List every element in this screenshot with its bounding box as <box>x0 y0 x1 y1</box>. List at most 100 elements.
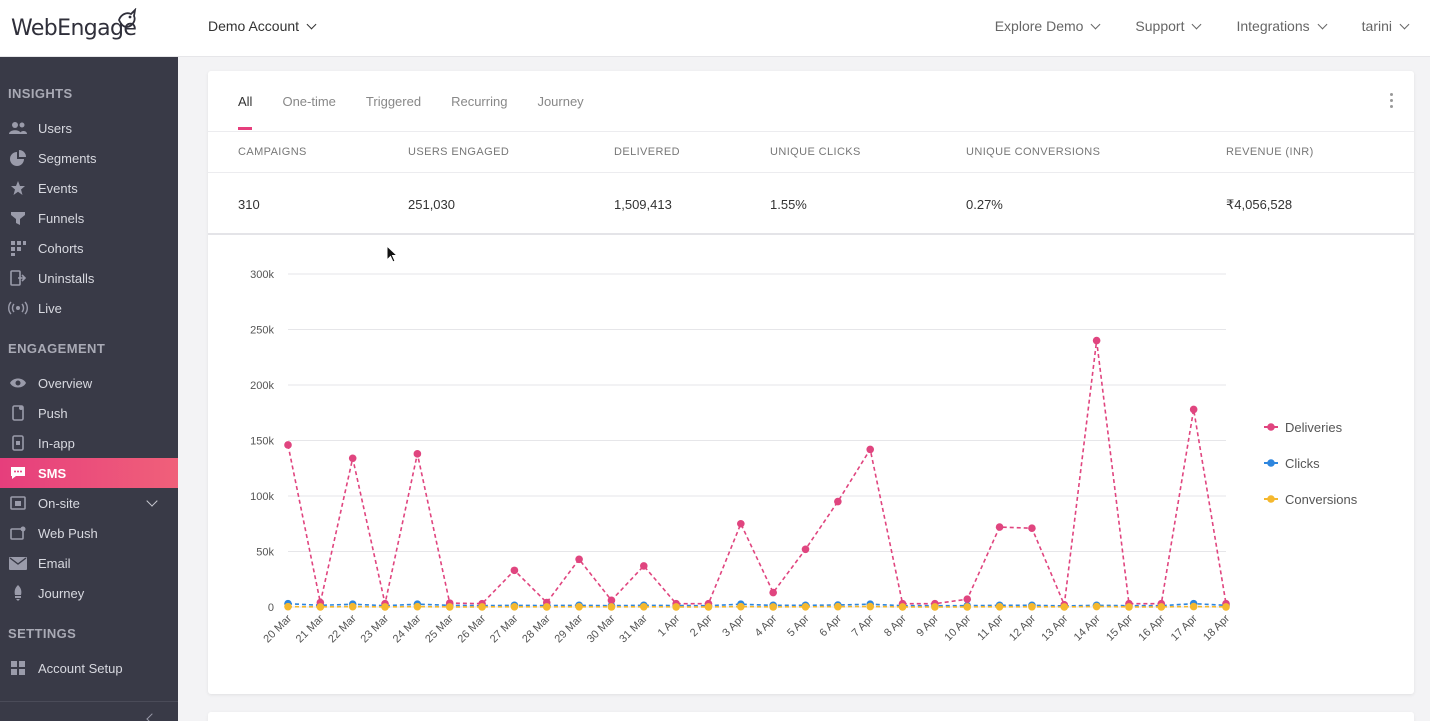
sidebar-item-on-site[interactable]: On-site <box>0 488 178 518</box>
x-tick-label: 16 Apr <box>1136 612 1167 643</box>
data-point-deliveries <box>801 545 810 554</box>
data-point-conversions <box>834 602 842 611</box>
data-point-conversions <box>381 603 389 611</box>
sidebar-item-push[interactable]: Push <box>0 398 178 428</box>
y-tick-label: 200k <box>250 380 274 392</box>
data-point-conversions <box>348 602 357 611</box>
tab-all[interactable]: All <box>238 71 253 131</box>
x-tick-label: 6 Apr <box>817 612 844 639</box>
sidebar-item-live[interactable]: Live <box>0 293 178 323</box>
y-tick-label: 250k <box>250 325 274 337</box>
x-tick-label: 29 Mar <box>553 612 586 645</box>
sidebar-item-account-setup[interactable]: Account Setup <box>0 653 178 683</box>
chevron-down-icon[interactable] <box>146 495 158 507</box>
sidebar-item-journey[interactable]: Journey <box>0 578 178 608</box>
sidebar-item-cohorts[interactable]: Cohorts <box>0 233 178 263</box>
sidebar-item-in-app[interactable]: In-app <box>0 428 178 458</box>
collapse-sidebar-icon[interactable] <box>146 713 158 721</box>
data-point-conversions <box>284 602 292 611</box>
data-point-deliveries <box>607 596 616 605</box>
x-tick-label: 11 Apr <box>975 612 1006 643</box>
sidebar-item-label: Segments <box>38 150 97 166</box>
x-tick-label: 4 Apr <box>753 612 780 639</box>
sidebar-item-email[interactable]: Email <box>0 548 178 578</box>
data-point-deliveries <box>348 454 357 463</box>
legend-label-conversions: Conversions <box>1285 492 1358 507</box>
series-line-deliveries <box>287 340 1227 608</box>
sidebar-item-events[interactable]: Events <box>0 173 178 203</box>
x-tick-label: 23 Mar <box>358 612 391 645</box>
sidebar-item-sms[interactable]: SMS <box>0 458 178 488</box>
stat-value-users-engaged: 251,030 <box>408 197 455 212</box>
sidebar-item-label: Push <box>38 405 68 421</box>
tab-journey[interactable]: Journey <box>537 94 584 109</box>
series-line-clicks <box>287 602 1227 607</box>
x-tick-label: 17 Apr <box>1169 612 1200 643</box>
sidebar-item-label: On-site <box>38 495 80 511</box>
data-point-deliveries <box>575 555 583 564</box>
more-options-icon[interactable] <box>1390 93 1394 109</box>
sidebar-item-segments[interactable]: Segments <box>0 143 178 173</box>
data-point-conversions <box>672 603 680 611</box>
nav-integrations[interactable]: Integrations <box>1236 18 1328 34</box>
chevron-down-icon <box>306 19 317 29</box>
sms-trend-line-chart: 0 50k 100k 150k 200k 250k 300k 20 Mar 21 Mar 22 M… <box>250 269 1358 645</box>
tab-one-time[interactable]: One-time <box>282 94 336 109</box>
sidebar-item-label: Overview <box>38 375 93 391</box>
sidebar-item-users[interactable]: Users <box>0 113 178 143</box>
sidebar-section-settings: SETTINGS <box>8 626 77 641</box>
stat-value-delivered: 1,509,413 <box>614 197 672 212</box>
x-tick-label: 20 Mar <box>261 612 294 645</box>
y-tick-label: 150k <box>250 436 274 448</box>
data-point-conversions <box>769 603 777 611</box>
data-point-conversions <box>575 602 583 611</box>
x-tick-label: 8 Apr <box>882 612 909 639</box>
stat-label-delivered: DELIVERED <box>614 146 680 158</box>
nav-user-label: tarini <box>1361 18 1392 34</box>
chevron-down-icon <box>1192 19 1202 29</box>
stat-label-unique-conversions: UNIQUE CONVERSIONS <box>966 146 1101 158</box>
sidebar-item-web-push[interactable]: Web Push <box>0 518 178 548</box>
nav-user-menu[interactable]: tarini <box>1361 18 1410 34</box>
logo-text: WebEngage <box>11 16 137 41</box>
sidebar-item-label: SMS <box>38 465 67 481</box>
x-tick-label: 15 Apr <box>1104 612 1135 643</box>
journey-icon <box>8 585 28 601</box>
x-tick-label: 1 Apr <box>656 612 683 639</box>
x-tick-label: 9 Apr <box>914 612 941 639</box>
data-point-deliveries <box>413 450 422 458</box>
sidebar-item-label: Live <box>38 300 62 316</box>
sidebar-item-label: Users <box>38 120 72 136</box>
webpush-icon <box>8 525 28 541</box>
nav-explore-demo-label: Explore Demo <box>994 18 1084 34</box>
legend-label-deliveries: Deliveries <box>1285 420 1343 435</box>
x-tick-label: 10 Apr <box>942 612 973 643</box>
data-point-deliveries <box>866 445 875 454</box>
x-tick-label: 24 Mar <box>391 612 424 645</box>
data-point-deliveries <box>1189 405 1198 414</box>
sidebar-item-uninstalls[interactable]: Uninstalls <box>0 263 178 293</box>
sidebar-item-label: Events <box>38 180 78 196</box>
sidebar-item-overview[interactable]: Overview <box>0 368 178 398</box>
sidebar-item-funnels[interactable]: Funnels <box>0 203 178 233</box>
campaign-tabs: All One-time Triggered Recurring Journey <box>238 71 584 131</box>
x-tick-label: 13 Apr <box>1039 612 1070 643</box>
mouse-cursor-icon <box>386 245 398 263</box>
sidebar-item-label: In-app <box>38 435 75 451</box>
exit-icon <box>8 270 28 286</box>
stat-value-unique-clicks: 1.55% <box>770 197 807 212</box>
tab-recurring[interactable]: Recurring <box>451 94 508 109</box>
legend-swatch-dot <box>1267 495 1275 503</box>
webengage-logo[interactable]: WebEngage <box>11 8 141 46</box>
nav-support[interactable]: Support <box>1135 18 1202 34</box>
data-point-deliveries <box>769 588 777 597</box>
x-tick-label: 27 Mar <box>488 612 521 645</box>
nav-explore-demo[interactable]: Explore Demo <box>994 18 1101 34</box>
data-point-deliveries <box>963 595 972 604</box>
legend-label-clicks: Clicks <box>1285 456 1320 471</box>
sidebar-item-label: Journey <box>38 585 85 601</box>
tab-triggered[interactable]: Triggered <box>365 94 422 109</box>
account-switcher[interactable]: Demo Account <box>208 18 317 34</box>
sidebar-section-engagement: ENGAGEMENT <box>8 341 106 356</box>
x-tick-label: 7 Apr <box>850 612 877 639</box>
